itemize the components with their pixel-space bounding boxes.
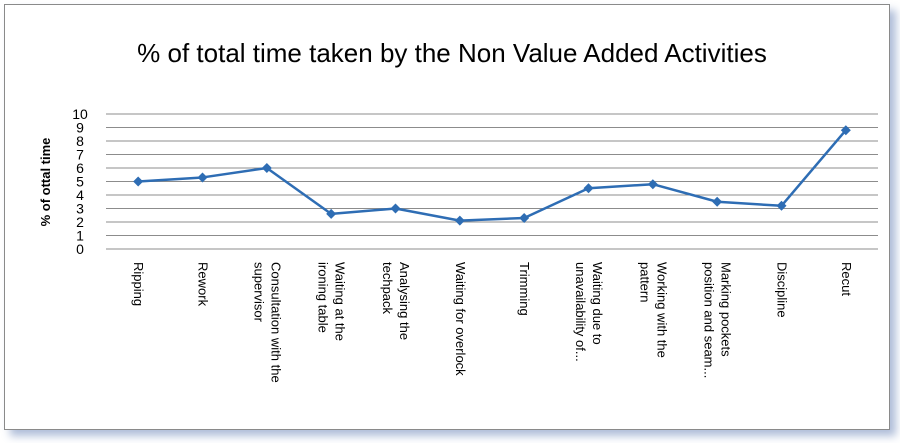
y-tick-label: 9 — [76, 120, 84, 136]
x-tick-label: Ripping — [131, 262, 146, 306]
data-point — [261, 163, 272, 173]
y-tick-label: 1 — [76, 228, 84, 244]
y-axis-label: % of ottal time — [38, 138, 53, 227]
x-axis-ticks: Ripping Rework Consultation with thesuperv… — [131, 262, 854, 383]
data-point — [776, 200, 787, 211]
x-tick-label: Analysing thetechpack — [380, 262, 412, 340]
y-tick-label: 10 — [72, 106, 88, 122]
data-point — [712, 196, 723, 207]
x-tick-label: Marking pocketsposition and seam... — [702, 262, 734, 378]
x-tick-label: Waiting due tounavailability of... — [573, 262, 605, 362]
series-line — [138, 129, 847, 222]
y-tick-label: 2 — [76, 214, 84, 230]
x-tick-label: Recut — [839, 262, 854, 296]
data-points — [133, 125, 851, 226]
x-tick-label: Rework — [196, 262, 211, 307]
x-tick-label: Discipline — [775, 262, 790, 318]
data-point — [390, 203, 401, 214]
data-point — [583, 183, 594, 194]
y-tick-label: 5 — [76, 174, 84, 190]
y-tick-label: 7 — [76, 147, 84, 163]
data-point — [647, 179, 658, 190]
x-tick-label: Trimming — [517, 262, 532, 316]
x-tick-label: Waiting at theironing table — [316, 262, 348, 341]
x-tick-label: Consultation with thesupervisor — [251, 262, 283, 383]
x-tick-label: Waiting for overlock — [453, 262, 468, 376]
y-tick-label: 0 — [76, 241, 84, 257]
chart-title: % of total time taken by the Non Value A… — [137, 38, 767, 68]
y-tick-label: 8 — [76, 133, 84, 149]
data-point — [133, 176, 144, 187]
x-tick-label: Working with thepattern — [637, 262, 669, 358]
data-point — [840, 125, 851, 136]
data-point — [454, 215, 465, 226]
data-point — [519, 212, 530, 223]
grid-lines — [106, 113, 878, 250]
y-tick-label: 6 — [76, 160, 84, 176]
data-point — [197, 172, 208, 183]
data-point — [326, 208, 337, 219]
y-tick-label: 3 — [76, 201, 84, 217]
y-tick-label: 4 — [76, 187, 84, 203]
